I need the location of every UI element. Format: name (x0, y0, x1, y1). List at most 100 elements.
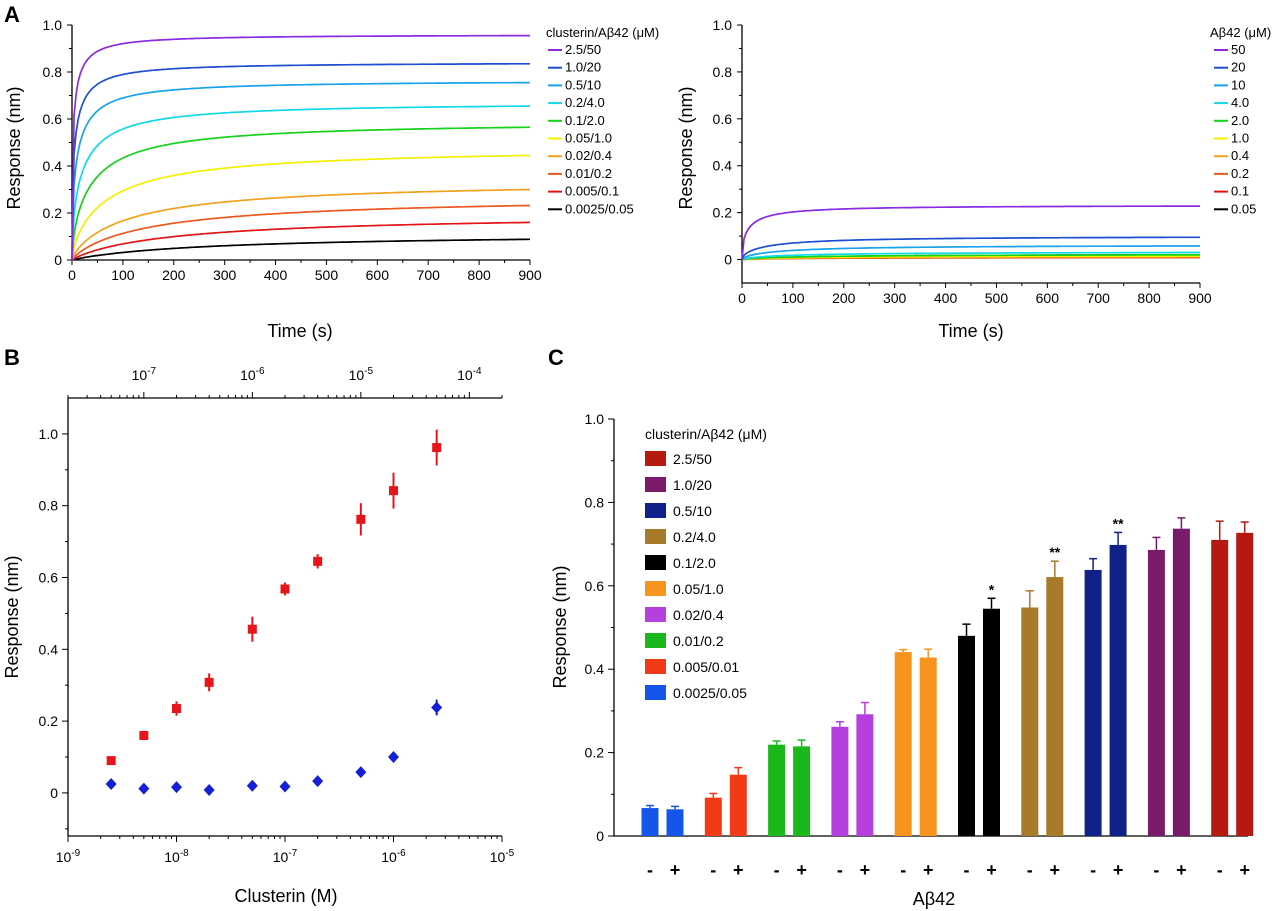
panel-b-y-tick-label: 0 (50, 785, 58, 801)
panel-b-top-tick-label: 10-7 (132, 366, 157, 383)
panel-c-legend-label: 0.2/4.0 (673, 529, 716, 545)
panel-a-left-legend-label: 0.01/0.2 (565, 166, 612, 181)
panel-b-x-tick-label: 10-5 (490, 848, 515, 865)
panel-a-left-legend-label: 2.5/50 (565, 42, 601, 57)
panel-c-bar-plus (1172, 528, 1190, 836)
panel-b-y-tick-label: 0.6 (39, 570, 59, 586)
panel-b-y-tick-label: 0.4 (39, 641, 59, 657)
panel-a-left-series-line-0.5/10 (71, 81, 530, 261)
panel-c-legend-swatch (645, 529, 666, 544)
panel-label-a: A (4, 2, 20, 27)
panel-a-right-x-tick-label: 600 (1036, 290, 1060, 306)
panel-a-right-legend-label: 1.0 (1231, 131, 1249, 146)
panel-b-point-diamond (105, 777, 117, 790)
panel-a-left-series-line-0.0025/0.05 (71, 238, 530, 261)
panel-a-left-series-line-0.02/0.4 (71, 188, 530, 261)
panel-a-left-legend-title: clusterin/Aβ42 (μM) (546, 25, 659, 40)
panel-a-right-legend-label: 10 (1231, 77, 1245, 92)
panel-b-top-tick-label: 10-4 (457, 366, 482, 383)
panel-a-right-y-tick-label: 0.8 (713, 64, 733, 80)
panel-c-minus-label: - (900, 860, 906, 880)
panel-b-point-square (106, 756, 116, 766)
panel-b-xlabel: Clusterin (M) (234, 886, 337, 906)
panel-c-significance-marker: ** (1049, 544, 1060, 560)
panel-c-minus-label: - (964, 860, 970, 880)
panel-b-ylabel: Response (nm) (2, 555, 22, 678)
panel-a-right-x-tick-label: 200 (832, 290, 856, 306)
panel-a-right-legend-label: 50 (1231, 42, 1245, 57)
panel-a-right-x-tick-label: 800 (1137, 290, 1161, 306)
panel-c-ylabel: Response (nm) (550, 565, 570, 688)
panel-a-left-xlabel: Time (s) (267, 321, 332, 341)
panel-a-right-legend-label: 0.4 (1231, 148, 1249, 163)
panel-c-legend-label: 0.02/0.4 (673, 607, 724, 623)
panel-a-right-x-tick-label: 300 (883, 290, 907, 306)
panel-c-plus-label: + (1239, 860, 1250, 880)
panel-a-right-y-tick-label: 0.2 (713, 205, 733, 221)
panel-b-y-tick-label: 0.8 (39, 498, 59, 514)
panel-c-plus-label: + (733, 860, 744, 880)
panel-a-left-series-line-0.01/0.2 (71, 204, 530, 261)
panel-a-right-y-tick-label: 0 (724, 252, 732, 268)
panel-a-right-ylabel: Response (nm) (676, 86, 696, 209)
panel-c-bar-plus (1109, 544, 1127, 836)
panel-b-x-tick-label: 10-7 (273, 848, 298, 865)
panel-c-y-tick-label: 0.6 (585, 578, 605, 594)
panel-c-legend-label: 2.5/50 (673, 451, 712, 467)
panel-b-point-diamond (388, 751, 399, 764)
panel-c-legend-title: clusterin/Aβ42 (μM) (645, 426, 767, 442)
panel-a-left-y-tick-label: 0.2 (43, 205, 63, 221)
panel-c-y-tick-label: 0.8 (585, 494, 605, 510)
panel-a-right-series-line-20 (741, 236, 1200, 260)
panel-a-left-legend-label: 0.0025/0.05 (565, 201, 634, 216)
panel-a-left-chart: Time (s) Response (nm) clusterin/Aβ42 (μ… (4, 17, 659, 341)
panel-b-point-diamond (279, 780, 291, 793)
panel-a-left-series-line-2.5/50 (71, 34, 530, 261)
panel-c-bar-plus (1046, 577, 1064, 836)
panel-a-right-legend-label: 20 (1231, 60, 1245, 75)
panel-a-left-series-line-0.005/0.1 (71, 221, 530, 261)
panel-a-right-legend-label: 2.0 (1231, 113, 1249, 128)
panel-b-point-square (204, 677, 214, 687)
panel-b-y-tick-label: 0.2 (39, 713, 59, 729)
panel-b-point-square (280, 584, 290, 594)
panel-b-point-diamond (312, 775, 324, 788)
panel-b-point-square (313, 556, 323, 566)
panel-b-y-tick-label: 1.0 (39, 426, 59, 442)
panel-c-plus-label: + (860, 860, 871, 880)
panel-c-legend-swatch (645, 477, 666, 492)
panel-a-left-x-tick-label: 400 (264, 267, 288, 283)
panel-c-plus-label: + (796, 860, 807, 880)
panel-b-x-tick-label: 10-9 (56, 848, 81, 865)
panel-c-bar-minus (641, 808, 659, 836)
panel-c-bar-minus (958, 635, 975, 836)
panel-c-minus-label: - (647, 860, 653, 880)
panel-c-minus-label: - (1090, 860, 1096, 880)
panel-a-left-x-tick-label: 300 (213, 267, 237, 283)
panel-c-plus-label: + (923, 860, 934, 880)
panel-a-right-x-tick-label: 900 (1188, 290, 1212, 306)
panel-a-left-x-tick-label: 900 (518, 267, 542, 283)
panel-a-left-legend-label: 0.1/2.0 (565, 113, 605, 128)
panel-c-legend-swatch (645, 503, 666, 518)
panel-c-bar-minus (831, 726, 849, 836)
panel-a-left-legend-label: 0.05/1.0 (565, 131, 612, 146)
panel-a-right-x-tick-label: 100 (781, 290, 805, 306)
panel-c-legend-label: 0.01/0.2 (673, 633, 724, 649)
panel-a-right-series-line-10 (741, 245, 1200, 261)
panel-a-left-ylabel: Response (nm) (4, 86, 24, 209)
panel-c-plus-label: + (986, 860, 997, 880)
panel-a-right-xlabel: Time (s) (938, 321, 1003, 341)
panel-a-left-legend-label: 0.5/10 (565, 77, 601, 92)
panel-a-left-legend-label: 0.2/4.0 (565, 95, 605, 110)
panel-c-legend-swatch (645, 607, 666, 622)
panel-a-left-y-tick-label: 0.6 (43, 111, 63, 127)
panel-c-legend-swatch (645, 451, 666, 466)
panel-a-right-y-tick-label: 1.0 (713, 17, 733, 33)
panel-c-minus-label: - (710, 860, 716, 880)
panel-c-bar-minus (894, 652, 912, 836)
panel-c-bar-minus (704, 797, 722, 836)
panel-c-significance-marker: ** (1113, 515, 1124, 531)
panel-c-plus-label: + (1113, 860, 1124, 880)
panel-c-significance-marker: * (989, 581, 995, 597)
